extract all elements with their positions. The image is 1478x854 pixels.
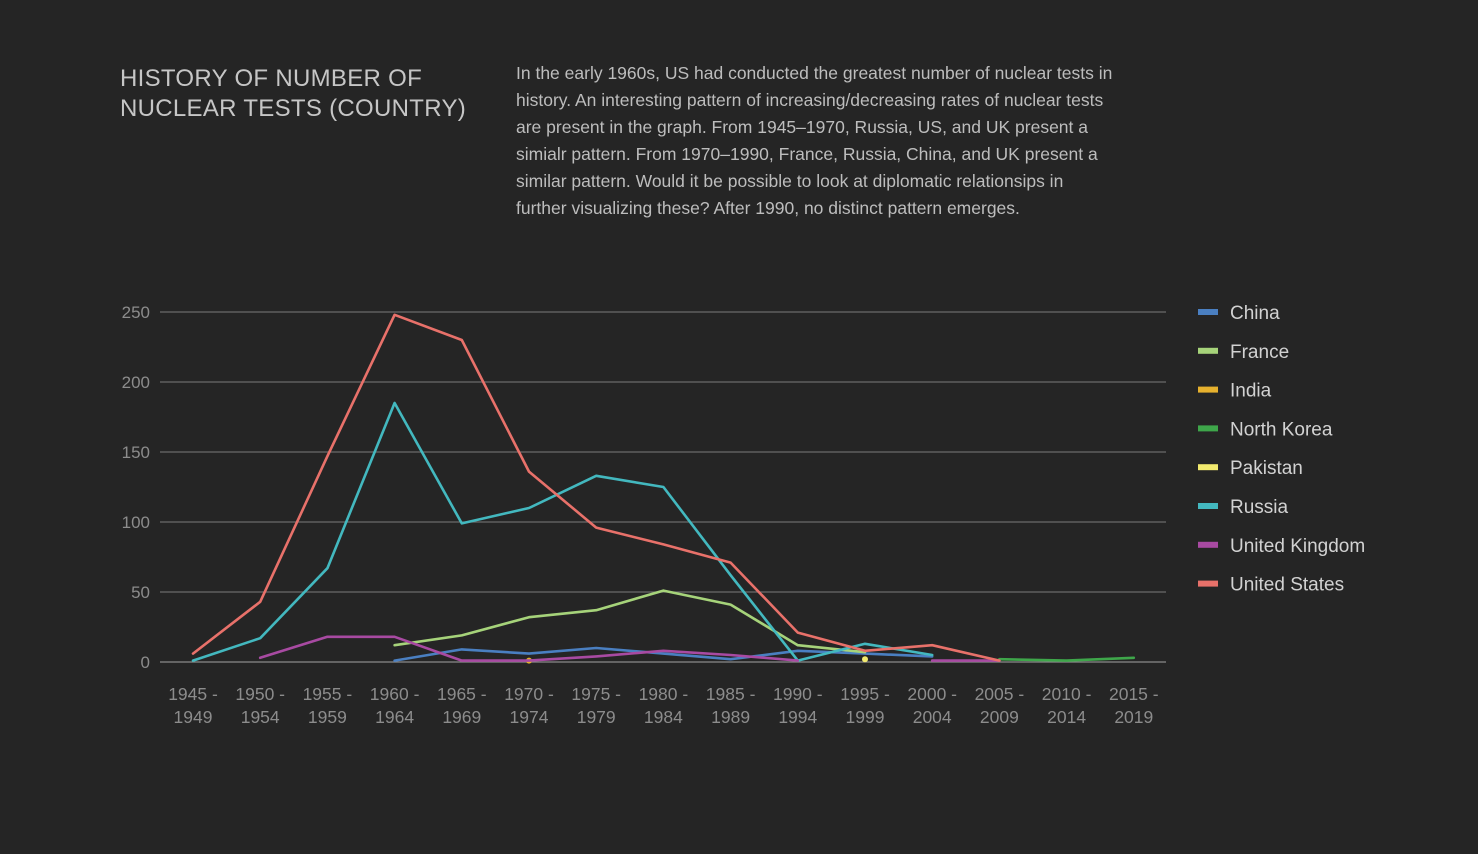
x-tick-label: 1975 - 1979 [571,684,621,727]
y-tick-label: 250 [122,303,150,322]
legend-item-china[interactable]: China [1198,303,1280,324]
y-tick-label: 200 [122,373,150,392]
x-tick-label-line-1: 1980 - [639,684,689,704]
x-tick-label-line-1: 1985 - [706,684,756,704]
chart-title-line-2: NUCLEAR TESTS (COUNTRY) [120,95,467,122]
legend-label: United States [1230,575,1344,596]
x-tick-label-line-1: 1965 - [437,684,487,704]
legend-label: Russia [1230,497,1289,518]
x-tick-label: 1965 - 1969 [437,684,487,727]
series-line-china [393,646,934,662]
x-tick-label-line-1: 1945 - [168,684,218,704]
legend-item-united-states[interactable]: United States [1198,575,1344,596]
x-tick-label: 1960 - 1964 [370,684,420,727]
legend-item-united-kingdom[interactable]: United Kingdom [1198,536,1365,557]
x-tick-label-line-1: 2015 - [1109,684,1159,704]
legend-label: France [1230,342,1289,363]
x-axis-ticks: 1945 - 1949 1950 - 1954 1955 - 1959 1960 - 1964… [168,684,1159,727]
series-united-kingdom [258,635,1001,662]
series-line-north-korea [998,656,1136,662]
series-line-united-states [191,313,1001,662]
legend-swatch [1198,347,1218,354]
legend-label: India [1230,381,1272,402]
x-tick-label-line-2: 2009 [980,707,1019,727]
legend-swatch [1198,503,1218,509]
x-tick-label-line-2: 1949 [174,707,213,727]
series-russia [191,401,934,662]
series-line-russia [191,401,934,662]
legend-label: China [1230,303,1280,324]
x-tick-label-line-2: 2004 [913,707,952,727]
x-tick-label: 1945 - 1949 [168,684,218,727]
legend-swatch [1198,309,1218,315]
x-tick-label-line-2: 1984 [644,707,683,727]
legend-item-russia[interactable]: Russia [1198,497,1289,518]
legend-swatch [1198,386,1218,393]
legend: China France India North Korea Pakistan Russi… [1198,303,1365,596]
x-tick-label: 1980 - 1984 [639,684,689,727]
x-tick-label-line-2: 1964 [375,707,414,727]
x-tick-label: 2005 - 2009 [975,684,1025,727]
x-tick-label-line-2: 2014 [1047,707,1086,727]
x-tick-label: 1990 - 1994 [773,684,823,727]
series-line-united-kingdom [258,635,800,662]
y-axis-ticks: 0 50 100 150 200 250 [122,303,150,672]
x-tick-label-line-1: 1990 - [773,684,823,704]
x-tick-label: 1995 - 1999 [840,684,890,727]
legend-swatch [1198,541,1218,548]
x-tick-label: 1955 - 1959 [303,684,353,727]
legend-label: North Korea [1230,419,1333,440]
x-tick-label-line-2: 1974 [510,707,549,727]
y-tick-label: 50 [131,583,150,602]
legend-item-north-korea[interactable]: North Korea [1198,419,1333,440]
x-tick-label-line-2: 2019 [1114,707,1153,727]
x-tick-label: 1985 - 1989 [706,684,756,727]
chart-title: HISTORY OF NUMBER OF NUCLEAR TESTS (COUN… [120,64,500,124]
x-tick-label: 2015 - 2019 [1109,684,1159,727]
data-point-pakistan [862,656,868,663]
legend-swatch [1198,464,1218,471]
x-tick-label-line-1: 2010 - [1042,684,1092,704]
x-tick-label-line-2: 1959 [308,707,347,727]
x-tick-label-line-1: 1960 - [370,684,420,704]
x-tick-label-line-2: 1994 [778,707,817,727]
x-tick-label-line-2: 1969 [442,707,481,727]
legend-item-france[interactable]: France [1198,342,1289,363]
x-tick-label: 1970 - 1974 [504,684,554,727]
x-tick-label-line-1: 1970 - [504,684,554,704]
y-tick-label: 0 [141,653,150,672]
x-tick-label-line-1: 2005 - [975,684,1025,704]
chart-title-line-1: HISTORY OF NUMBER OF [120,65,423,92]
x-tick-label-line-1: 1955 - [303,684,353,704]
legend-label: Pakistan [1230,458,1303,479]
y-tick-label: 150 [122,443,150,462]
y-tick-label: 100 [122,513,150,532]
x-tick-label-line-2: 1999 [846,707,885,727]
x-tick-label-line-2: 1989 [711,707,750,727]
legend-swatch [1198,425,1218,432]
series-line-france [393,589,867,654]
x-tick-label-line-1: 1975 - [571,684,621,704]
legend-label: United Kingdom [1230,536,1365,557]
x-tick-label-line-1: 2000 - [907,684,957,704]
legend-item-pakistan[interactable]: Pakistan [1198,458,1303,479]
x-tick-label: 2010 - 2014 [1042,684,1092,727]
x-tick-label: 2000 - 2004 [907,684,957,727]
x-tick-label-line-2: 1979 [577,707,616,727]
x-tick-label-line-1: 1995 - [840,684,890,704]
x-tick-label-line-2: 1954 [241,707,280,727]
series-united-states [191,313,1001,662]
legend-swatch [1198,580,1218,587]
legend-item-india[interactable]: India [1198,381,1272,402]
x-tick-label: 1950 - 1954 [235,684,285,727]
chart-description: In the early 1960s, US had conducted the… [516,63,1113,218]
series-china [393,646,934,662]
series-france [393,589,867,654]
x-tick-label-line-1: 1950 - [235,684,285,704]
series-lines [191,313,1136,664]
series-north-korea [998,656,1136,662]
series-pakistan [862,656,868,663]
